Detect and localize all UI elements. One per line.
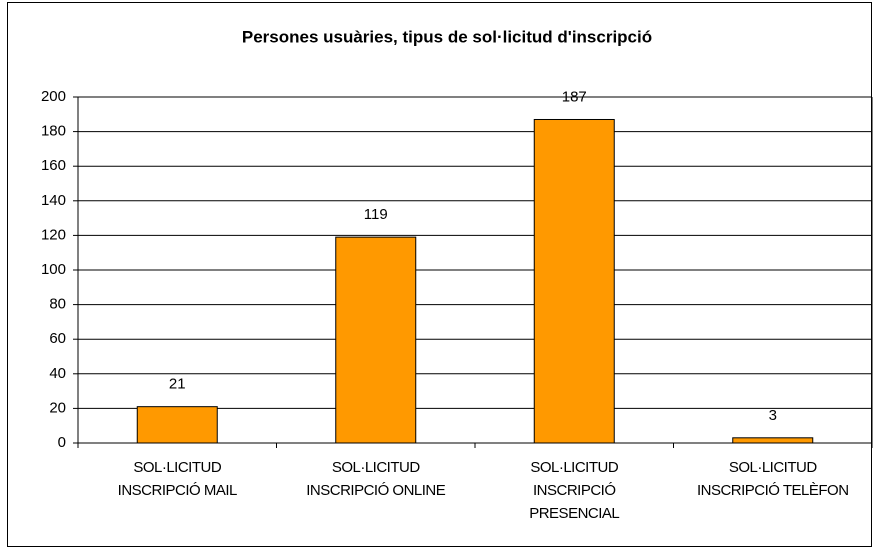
x-tick-label: PRESENCIAL	[529, 505, 619, 522]
y-tick-label: 40	[49, 365, 66, 382]
x-tick-label: SOL·LICITUD	[332, 459, 421, 476]
y-tick-label: 20	[49, 399, 66, 416]
chart-frame	[7, 2, 872, 547]
bar	[533, 118, 615, 444]
bar	[732, 437, 814, 444]
y-tick-label: 60	[49, 330, 66, 347]
y-tick-label: 120	[41, 226, 66, 243]
bar	[335, 236, 417, 444]
data-label: 3	[769, 407, 777, 424]
x-tick-label: SOL·LICITUD	[530, 459, 619, 476]
x-tick-label: INSCRIPCIÓ MAIL	[118, 482, 237, 499]
y-tick-label: 100	[41, 261, 66, 278]
y-tick-label: 80	[49, 296, 66, 313]
x-tick-label: INSCRIPCIÓ ONLINE	[306, 482, 446, 499]
data-label: 119	[364, 206, 388, 223]
x-tick-label: INSCRIPCIÓ TELÈFON	[697, 482, 849, 499]
bar	[136, 406, 218, 444]
y-tick-label: 0	[58, 434, 66, 451]
chart-title: Persones usuàries, tipus de sol·licitud …	[242, 27, 652, 46]
data-label: 21	[169, 376, 186, 393]
x-tick-label: INSCRIPCIÓ	[533, 482, 616, 499]
data-label: 187	[562, 88, 587, 105]
y-tick-label: 180	[41, 123, 66, 140]
y-tick-label: 160	[41, 157, 66, 174]
y-tick-label: 200	[41, 88, 66, 105]
x-tick-label: SOL·LICITUD	[133, 459, 222, 476]
x-tick-label: SOL·LICITUD	[729, 459, 818, 476]
y-tick-label: 140	[41, 192, 66, 209]
